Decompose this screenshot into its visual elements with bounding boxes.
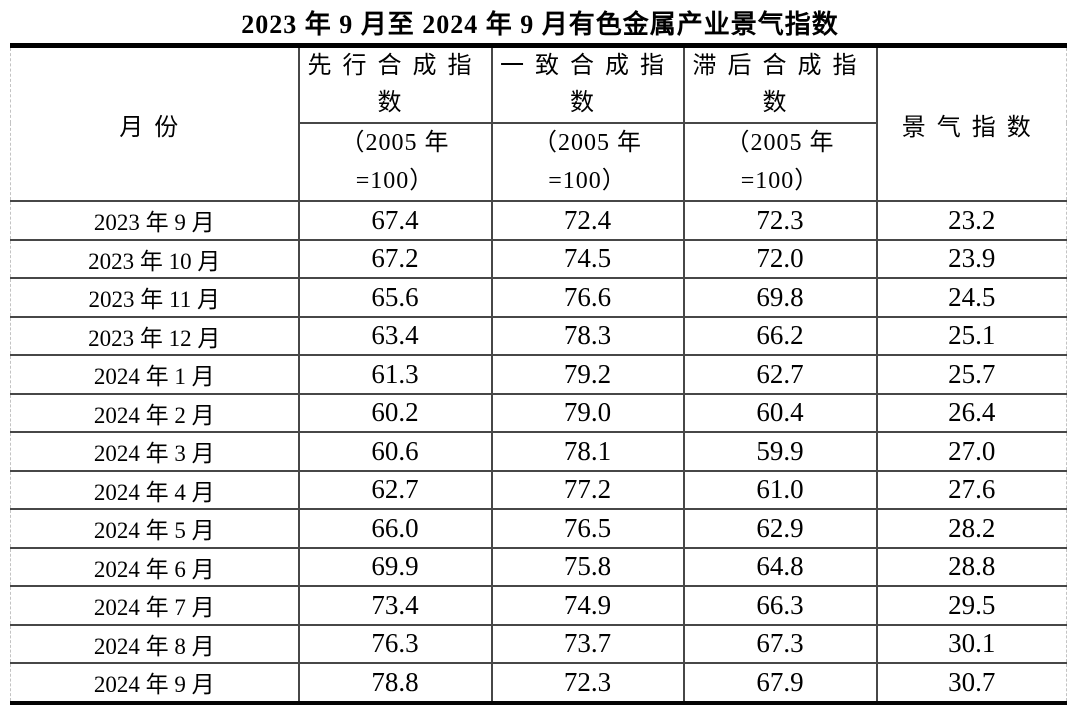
- lagging-index-value-cell: 72.3: [682, 200, 878, 241]
- table-row: 2023 年 12 月 63.4 78.3 66.2 25.1: [10, 315, 1067, 356]
- prosperity-index-value-cell: 29.5: [875, 585, 1067, 626]
- coincident-index-value-cell: 79.2: [490, 354, 685, 395]
- lagging-index-value-cell: 66.3: [682, 585, 878, 626]
- month-cell: 2023 年 10 月: [10, 238, 300, 279]
- lagging-index-value-cell: 60.4: [682, 392, 878, 433]
- coincident-index-value-cell: 79.0: [490, 392, 685, 433]
- month-cell: 2024 年 1 月: [10, 354, 300, 395]
- prosperity-index-value-cell: 24.5: [875, 277, 1067, 318]
- table-body: 2023 年 9 月 67.4 72.4 72.3 23.2 2023 年 10 月 67.…: [10, 200, 1067, 704]
- coincident-index-value-cell: 78.3: [490, 315, 685, 356]
- prosperity-index-value-cell: 25.1: [875, 315, 1067, 356]
- leading-index-value-cell: 67.2: [297, 238, 493, 279]
- leading-index-value-cell: 78.8: [297, 662, 493, 704]
- lagging-index-value-cell: 64.8: [682, 546, 878, 587]
- table-row: 2023 年 11 月 65.6 76.6 69.8 24.5: [10, 277, 1067, 318]
- month-cell: 2024 年 9 月: [10, 662, 300, 704]
- prosperity-index-value-cell: 28.8: [875, 546, 1067, 587]
- prosperity-index-value-cell: 27.6: [875, 469, 1067, 510]
- table-row: 2024 年 2 月 60.2 79.0 60.4 26.4: [10, 392, 1067, 433]
- column-header-month: 月份: [10, 44, 300, 202]
- table-row: 2024 年 1 月 61.3 79.2 62.7 25.7: [10, 354, 1067, 395]
- prosperity-index-value-cell: 23.2: [875, 200, 1067, 241]
- leading-index-value-cell: 65.6: [297, 277, 493, 318]
- lagging-index-value-cell: 72.0: [682, 238, 878, 279]
- table-row: 2024 年 4 月 62.7 77.2 61.0 27.6: [10, 469, 1067, 510]
- coincident-index-value-cell: 76.6: [490, 277, 685, 318]
- leading-index-value-cell: 73.4: [297, 585, 493, 626]
- coincident-index-value-cell: 75.8: [490, 546, 685, 587]
- prosperity-index-value-cell: 26.4: [875, 392, 1067, 433]
- table-row: 2024 年 3 月 60.6 78.1 59.9 27.0: [10, 431, 1067, 472]
- prosperity-index-value-cell: 28.2: [875, 508, 1067, 549]
- prosperity-index-value-cell: 30.1: [875, 623, 1067, 664]
- coincident-index-value-cell: 77.2: [490, 469, 685, 510]
- lagging-index-value-cell: 69.8: [682, 277, 878, 318]
- month-cell: 2024 年 3 月: [10, 431, 300, 472]
- lagging-index-value-cell: 62.9: [682, 508, 878, 549]
- column-header-lagging-index: 滞后合成指 数: [682, 44, 878, 124]
- column-subheader-coincident-base-year: （2005 年 =100）: [490, 122, 685, 202]
- leading-index-value-cell: 61.3: [297, 354, 493, 395]
- month-cell: 2023 年 12 月: [10, 315, 300, 356]
- lagging-index-value-cell: 67.3: [682, 623, 878, 664]
- column-header-coincident-index: 一致合成指 数: [490, 44, 685, 124]
- month-cell: 2024 年 4 月: [10, 469, 300, 510]
- leading-index-value-cell: 66.0: [297, 508, 493, 549]
- table-header: 月份 先行合成指 数 一致合成指 数 滞后合成指 数 景气指数 （2005 年 …: [10, 44, 1067, 202]
- table-title: 2023 年 9 月至 2024 年 9 月有色金属产业景气指数: [241, 10, 839, 39]
- column-header-prosperity-index: 景气指数: [875, 44, 1067, 202]
- column-header-leading-index: 先行合成指 数: [297, 44, 493, 124]
- table-row: 2023 年 9 月 67.4 72.4 72.3 23.2: [10, 200, 1067, 241]
- table-row: 2024 年 9 月 78.8 72.3 67.9 30.7: [10, 662, 1067, 704]
- leading-index-value-cell: 69.9: [297, 546, 493, 587]
- leading-index-value-cell: 76.3: [297, 623, 493, 664]
- month-cell: 2024 年 6 月: [10, 546, 300, 587]
- lagging-index-value-cell: 59.9: [682, 431, 878, 472]
- coincident-index-value-cell: 74.5: [490, 238, 685, 279]
- month-cell: 2023 年 11 月: [10, 277, 300, 318]
- leading-index-value-cell: 67.4: [297, 200, 493, 241]
- month-cell: 2024 年 7 月: [10, 585, 300, 626]
- coincident-index-value-cell: 73.7: [490, 623, 685, 664]
- table-row: 2024 年 5 月 66.0 76.5 62.9 28.2: [10, 508, 1067, 549]
- prosperity-index-value-cell: 30.7: [875, 662, 1067, 704]
- prosperity-index-value-cell: 27.0: [875, 431, 1067, 472]
- coincident-index-value-cell: 72.4: [490, 200, 685, 241]
- month-cell: 2023 年 9 月: [10, 200, 300, 241]
- column-subheader-leading-base-year: （2005 年 =100）: [297, 122, 493, 202]
- header-row-top: 月份 先行合成指 数 一致合成指 数 滞后合成指 数 景气指数: [10, 44, 1067, 202]
- lagging-index-value-cell: 62.7: [682, 354, 878, 395]
- lagging-index-value-cell: 67.9: [682, 662, 878, 704]
- lagging-index-value-cell: 61.0: [682, 469, 878, 510]
- leading-index-value-cell: 60.6: [297, 431, 493, 472]
- table-row: 2024 年 8 月 76.3 73.7 67.3 30.1: [10, 623, 1067, 664]
- table-row: 2023 年 10 月 67.2 74.5 72.0 23.9: [10, 238, 1067, 279]
- month-cell: 2024 年 2 月: [10, 392, 300, 433]
- leading-index-value-cell: 62.7: [297, 469, 493, 510]
- table-row: 2024 年 7 月 73.4 74.9 66.3 29.5: [10, 585, 1067, 626]
- leading-index-value-cell: 63.4: [297, 315, 493, 356]
- month-cell: 2024 年 5 月: [10, 508, 300, 549]
- prosperity-index-value-cell: 25.7: [875, 354, 1067, 395]
- coincident-index-value-cell: 78.1: [490, 431, 685, 472]
- month-cell: 2024 年 8 月: [10, 623, 300, 664]
- table-row: 2024 年 6 月 69.9 75.8 64.8 28.8: [10, 546, 1067, 587]
- prosperity-index-value-cell: 23.9: [875, 238, 1067, 279]
- lagging-index-value-cell: 66.2: [682, 315, 878, 356]
- coincident-index-value-cell: 76.5: [490, 508, 685, 549]
- column-subheader-lagging-base-year: （2005 年 =100）: [682, 122, 878, 202]
- prosperity-index-table: 月份 先行合成指 数 一致合成指 数 滞后合成指 数 景气指数 （2005 年 …: [10, 43, 1067, 705]
- coincident-index-value-cell: 74.9: [490, 585, 685, 626]
- coincident-index-value-cell: 72.3: [490, 662, 685, 704]
- header-row-base: （2005 年 =100） （2005 年 =100） （2005 年 =100…: [11, 122, 1067, 202]
- leading-index-value-cell: 60.2: [297, 392, 493, 433]
